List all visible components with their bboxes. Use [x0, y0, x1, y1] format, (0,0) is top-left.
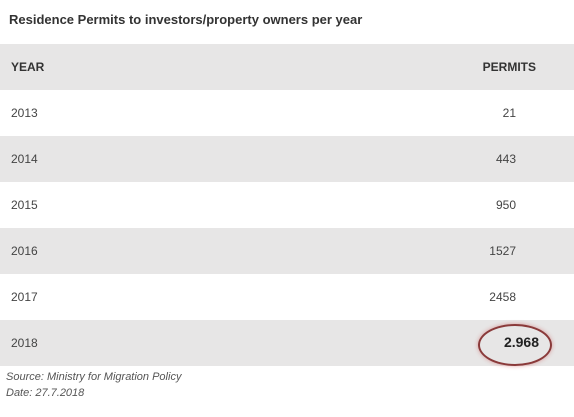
year-cell: 2018 [11, 336, 38, 350]
permits-cell: 1527 [489, 244, 516, 258]
permits-cell: 2458 [489, 290, 516, 304]
permits-cell: 443 [495, 152, 516, 166]
permits-cell-highlighted: 2.968 [503, 334, 539, 350]
table-title: Residence Permits to investors/property … [9, 12, 363, 27]
year-cell: 2013 [11, 106, 38, 120]
date-note: Date: 27.7.2018 [6, 387, 85, 399]
title-bar: Residence Permits to investors/property … [0, 0, 574, 44]
table-row: 2017 2458 [0, 274, 574, 320]
column-header-year: YEAR [11, 60, 45, 74]
column-header-permits: PERMITS [482, 60, 536, 74]
footer-note: Source: Ministry for Migration Policy Da… [6, 369, 181, 401]
table-row: 2013 21 [0, 90, 574, 136]
table-row: 2016 1527 [0, 228, 574, 274]
table-header-row: YEAR PERMITS [0, 44, 574, 90]
table-row-highlighted: 2018 2.968 [0, 320, 574, 366]
source-note: Source: Ministry for Migration Policy [6, 371, 182, 383]
year-cell: 2017 [11, 290, 38, 304]
year-cell: 2016 [11, 244, 38, 258]
permits-cell: 950 [495, 198, 516, 212]
permits-cell: 21 [502, 106, 516, 120]
year-cell: 2015 [11, 198, 38, 212]
permits-table: YEAR PERMITS 2013 21 2014 443 2015 950 2… [0, 44, 574, 366]
year-cell: 2014 [11, 152, 38, 166]
table-row: 2014 443 [0, 136, 574, 182]
table-row: 2015 950 [0, 182, 574, 228]
